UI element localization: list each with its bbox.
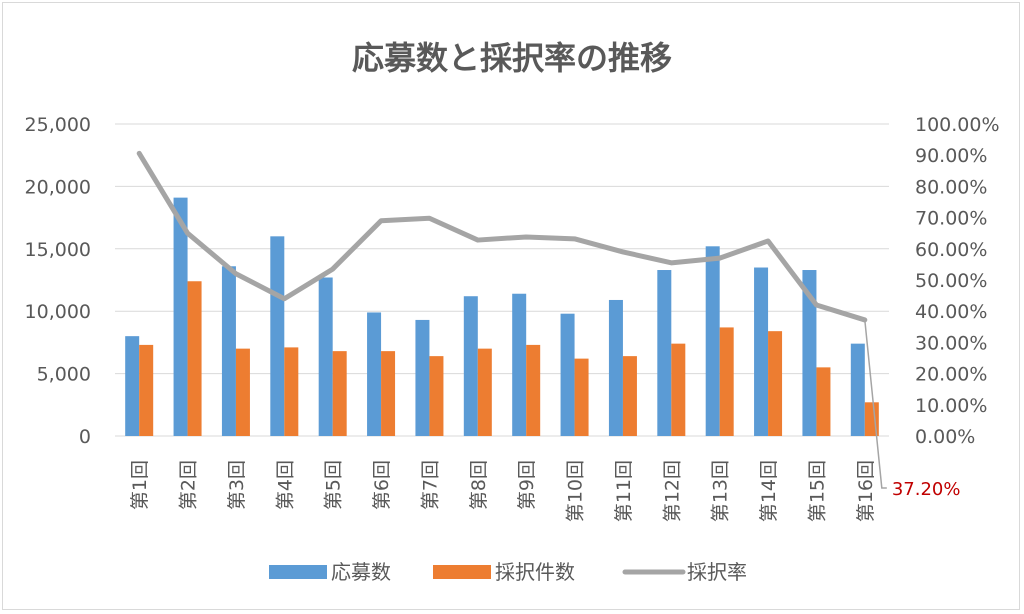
x-category-label: 第2回 (178, 460, 200, 510)
right-axis-ticks: 0.00% 10.00% 20.00% 30.00% 40.00% 50.00% 60.00… (915, 114, 1000, 448)
left-tick-label: 20,000 (25, 176, 91, 198)
rate-line (136, 150, 868, 323)
adoptions-bar (768, 331, 783, 436)
applications-bar (415, 319, 430, 436)
annotation-label: 37.20% (892, 479, 961, 500)
x-category-label: 第4回 (274, 460, 296, 510)
left-tick-label: 10,000 (25, 301, 91, 323)
right-tick-label: 70.00% (915, 208, 987, 230)
x-category-label: 第5回 (323, 460, 345, 510)
applications-bar (560, 313, 575, 436)
legend-label: 採択件数 (495, 560, 575, 584)
applications-bar (270, 236, 285, 436)
legend-label: 採択率 (687, 560, 747, 584)
applications-bar (802, 270, 817, 436)
right-tick-label: 10.00% (915, 395, 987, 417)
right-tick-label: 30.00% (915, 332, 987, 354)
adoptions-bar (235, 348, 250, 436)
bars (125, 197, 879, 436)
adoptions-bar (284, 347, 299, 436)
x-category-label: 第8回 (468, 460, 490, 510)
x-category-label: 第7回 (419, 460, 441, 510)
left-axis-ticks: 0 5,000 10,000 15,000 20,000 25,000 (25, 114, 91, 448)
adoptions-bar (477, 348, 492, 436)
rate-line-path (136, 150, 868, 323)
x-axis-labels: 第1回 第2回 第3回 第4回 第5回 第6回 第7回 第8回 第9回 第10回 第11回 第12回 第… (129, 460, 877, 522)
x-category-label: 第3回 (226, 460, 248, 510)
adoptions-bar (622, 356, 637, 436)
legend-swatch (269, 565, 327, 579)
x-category-label: 第9回 (516, 460, 538, 510)
applications-bar (173, 197, 188, 436)
applications-bar (221, 266, 236, 436)
left-tick-label: 25,000 (25, 114, 91, 136)
adoptions-bar (719, 327, 734, 436)
x-category-label: 第16回 (855, 460, 877, 522)
applications-bar (657, 270, 672, 436)
x-category-label: 第6回 (371, 460, 393, 510)
applications-bar (705, 246, 720, 436)
right-tick-label: 50.00% (915, 270, 987, 292)
legend-label: 応募数 (331, 560, 391, 584)
right-tick-label: 40.00% (915, 301, 987, 323)
left-tick-label: 5,000 (37, 364, 91, 386)
left-tick-label: 15,000 (25, 239, 91, 261)
adoptions-bar (574, 358, 589, 436)
applications-bar (850, 343, 865, 436)
x-category-label: 第11回 (613, 460, 635, 522)
annotation: 37.20% (864, 319, 961, 500)
adoptions-bar (332, 351, 347, 436)
x-category-label: 第12回 (661, 460, 683, 522)
x-category-label: 第14回 (758, 460, 780, 522)
applications-bar (318, 277, 333, 436)
left-tick-label: 0 (79, 426, 91, 448)
adoptions-bar (381, 351, 396, 436)
applications-bar (125, 336, 140, 436)
adoptions-bar (671, 343, 686, 436)
applications-bar (463, 296, 478, 436)
applications-bar (512, 293, 527, 436)
adoptions-bar (816, 367, 831, 436)
x-category-label: 第15回 (806, 460, 828, 522)
adoptions-bar (526, 344, 541, 436)
right-tick-label: 20.00% (915, 364, 987, 386)
adoptions-bar (429, 356, 444, 436)
annotation-leader (864, 319, 887, 489)
right-tick-label: 100.00% (915, 114, 1000, 136)
right-tick-label: 80.00% (915, 176, 987, 198)
legend: 応募数 採択件数 採択率 (269, 560, 747, 584)
right-tick-label: 0.00% (915, 426, 975, 448)
x-category-label: 第1回 (129, 460, 151, 510)
applications-bar (367, 312, 382, 436)
applications-bar (608, 299, 623, 436)
x-category-label: 第10回 (565, 460, 587, 522)
chart-title: 応募数と採択率の推移 (352, 39, 672, 77)
right-tick-label: 90.00% (915, 145, 987, 167)
adoptions-bar (187, 281, 202, 436)
legend-swatch (433, 565, 491, 579)
chart-canvas: 応募数と採択率の推移 0 5,000 10,000 15,000 20,000 25,00… (25, 39, 1000, 584)
right-tick-label: 60.00% (915, 239, 987, 261)
adoptions-bar (139, 344, 154, 436)
applications-bar (754, 267, 769, 436)
x-category-label: 第13回 (710, 460, 732, 522)
